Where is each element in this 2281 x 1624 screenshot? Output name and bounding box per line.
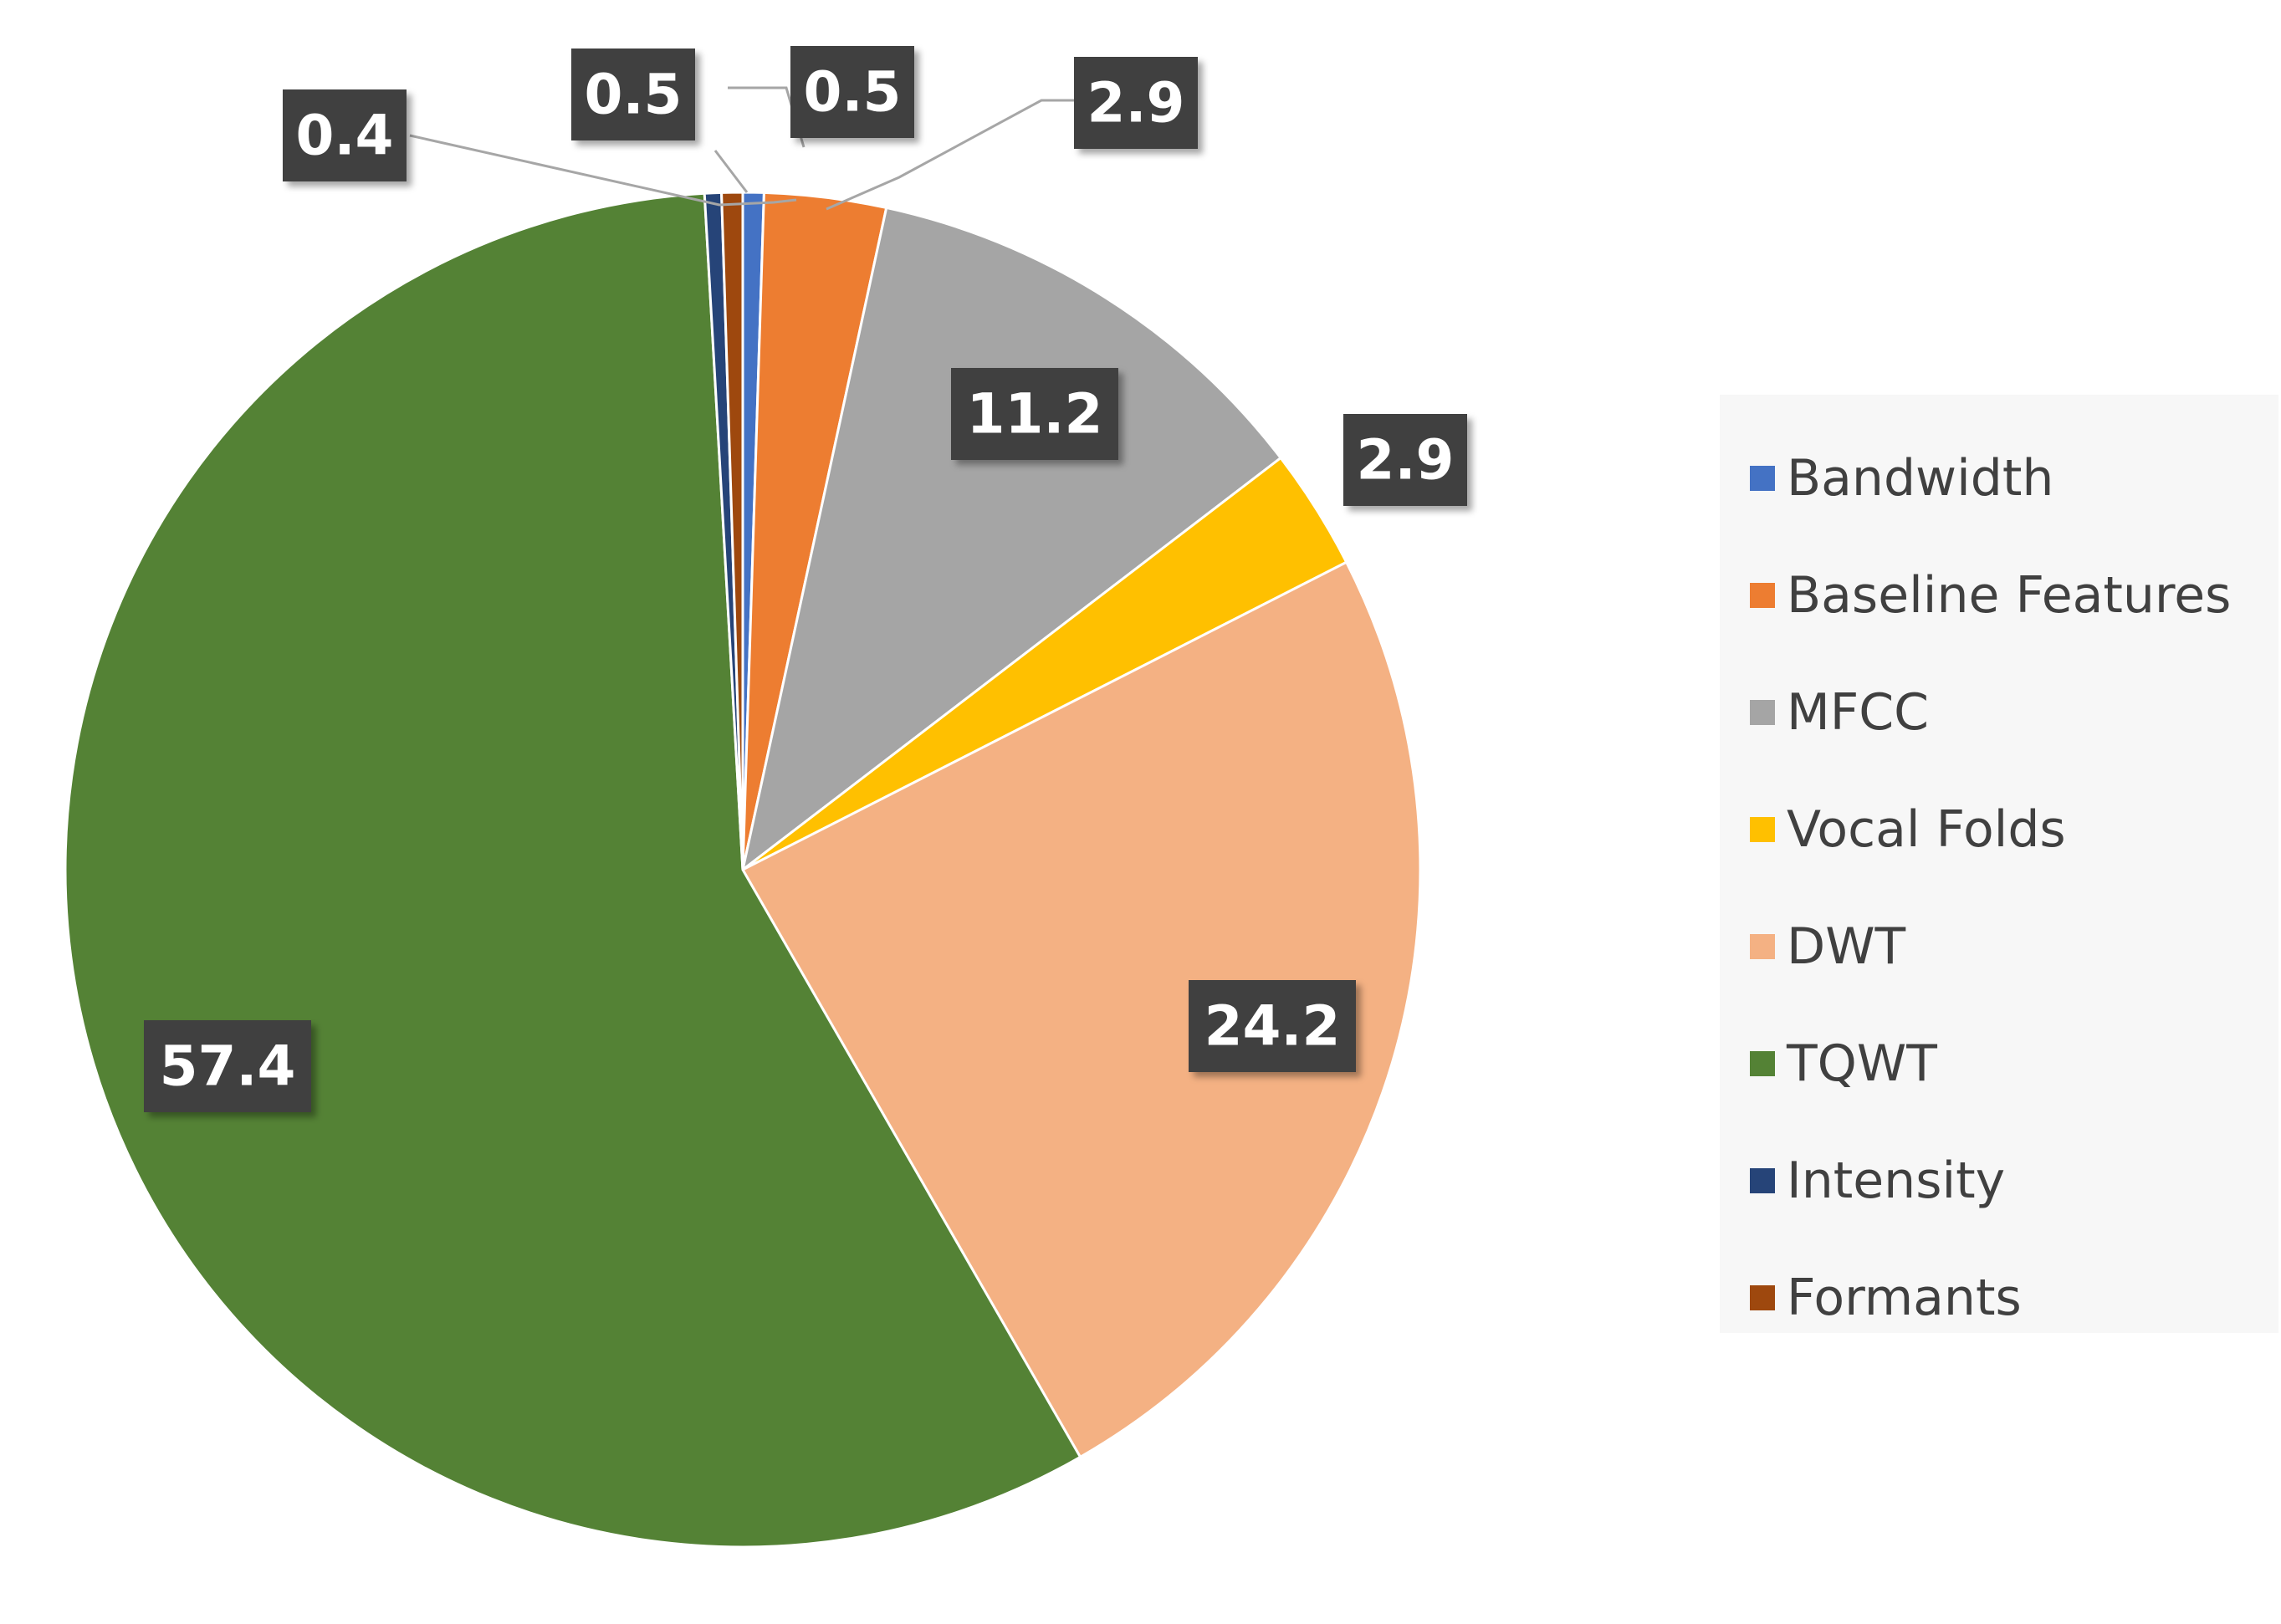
legend-item-mfcc: MFCC (1720, 654, 2278, 771)
legend-item-intensity: Intensity (1720, 1122, 2278, 1239)
legend-swatch-vocal-folds (1750, 817, 1775, 842)
legend-item-tqwt: TQWT (1720, 1005, 2278, 1122)
legend-swatch-dwt (1750, 934, 1775, 959)
data-label-text-baseline-features: 2.9 (1087, 71, 1185, 135)
data-label-dwt: 24.2 (1189, 980, 1356, 1072)
data-label-vocal-folds: 2.9 (1343, 414, 1467, 506)
legend-item-bandwidth: Bandwidth (1720, 420, 2278, 537)
legend-label-tqwt: TQWT (1787, 1034, 1937, 1093)
legend-swatch-bandwidth (1750, 466, 1775, 491)
data-label-text-bandwidth: 0.5 (804, 60, 902, 125)
legend-label-baseline-features: Baseline Features (1787, 566, 2232, 625)
legend-swatch-mfcc (1750, 700, 1775, 725)
data-label-tqwt: 57.4 (144, 1020, 311, 1112)
data-label-box-vocal-folds (1343, 414, 1467, 506)
leader-line-baseline-features (826, 99, 1075, 211)
legend-label-dwt: DWT (1787, 917, 1906, 976)
data-label-baseline-features: 2.9 (1074, 57, 1198, 149)
pie-slice-tqwt (64, 192, 1082, 1549)
data-label-text-mfcc: 11.2 (967, 382, 1103, 447)
pie-slice-formants (720, 191, 744, 871)
legend-label-mfcc: MFCC (1787, 683, 1930, 742)
data-label-text-formants: 0.5 (585, 63, 683, 127)
data-label-box-tqwt (144, 1020, 311, 1112)
legend-label-vocal-folds: Vocal Folds (1787, 800, 2066, 859)
legend-label-formants: Formants (1787, 1269, 2022, 1327)
chart-legend: Bandwidth Baseline Features MFCC Vocal F… (1720, 395, 2278, 1333)
leader-line-intensity (409, 134, 797, 207)
data-label-box-mfcc (951, 368, 1118, 460)
legend-label-bandwidth: Bandwidth (1787, 449, 2054, 508)
data-label-box-formants (571, 49, 695, 140)
legend-label-intensity: Intensity (1787, 1152, 2006, 1210)
pie-slice-dwt (740, 560, 1422, 1459)
data-label-intensity: 0.4 (283, 89, 407, 181)
data-label-box-dwt (1189, 980, 1356, 1072)
leader-line-formants (713, 150, 749, 193)
legend-swatch-tqwt (1750, 1051, 1775, 1076)
data-label-bandwidth: 0.5 (790, 46, 914, 138)
data-label-mfcc: 11.2 (951, 368, 1118, 460)
legend-swatch-formants (1750, 1285, 1775, 1310)
legend-swatch-intensity (1750, 1168, 1775, 1193)
legend-item-dwt: DWT (1720, 888, 2278, 1005)
data-label-text-dwt: 24.2 (1204, 994, 1341, 1059)
data-label-text-intensity: 0.4 (296, 104, 394, 168)
legend-swatch-baseline-features (1750, 583, 1775, 608)
data-label-box-intensity (283, 89, 407, 181)
pie-slice-mfcc (740, 206, 1283, 873)
data-label-text-vocal-folds: 2.9 (1357, 428, 1455, 493)
legend-item-vocal-folds: Vocal Folds (1720, 771, 2278, 888)
data-label-text-tqwt: 57.4 (160, 1034, 296, 1099)
data-label-formants: 0.5 (571, 49, 695, 140)
legend-item-formants: Formants (1720, 1239, 2278, 1356)
legend-item-baseline-features: Baseline Features (1720, 537, 2278, 654)
data-label-box-baseline-features (1074, 57, 1198, 149)
data-label-box-bandwidth (790, 46, 914, 138)
